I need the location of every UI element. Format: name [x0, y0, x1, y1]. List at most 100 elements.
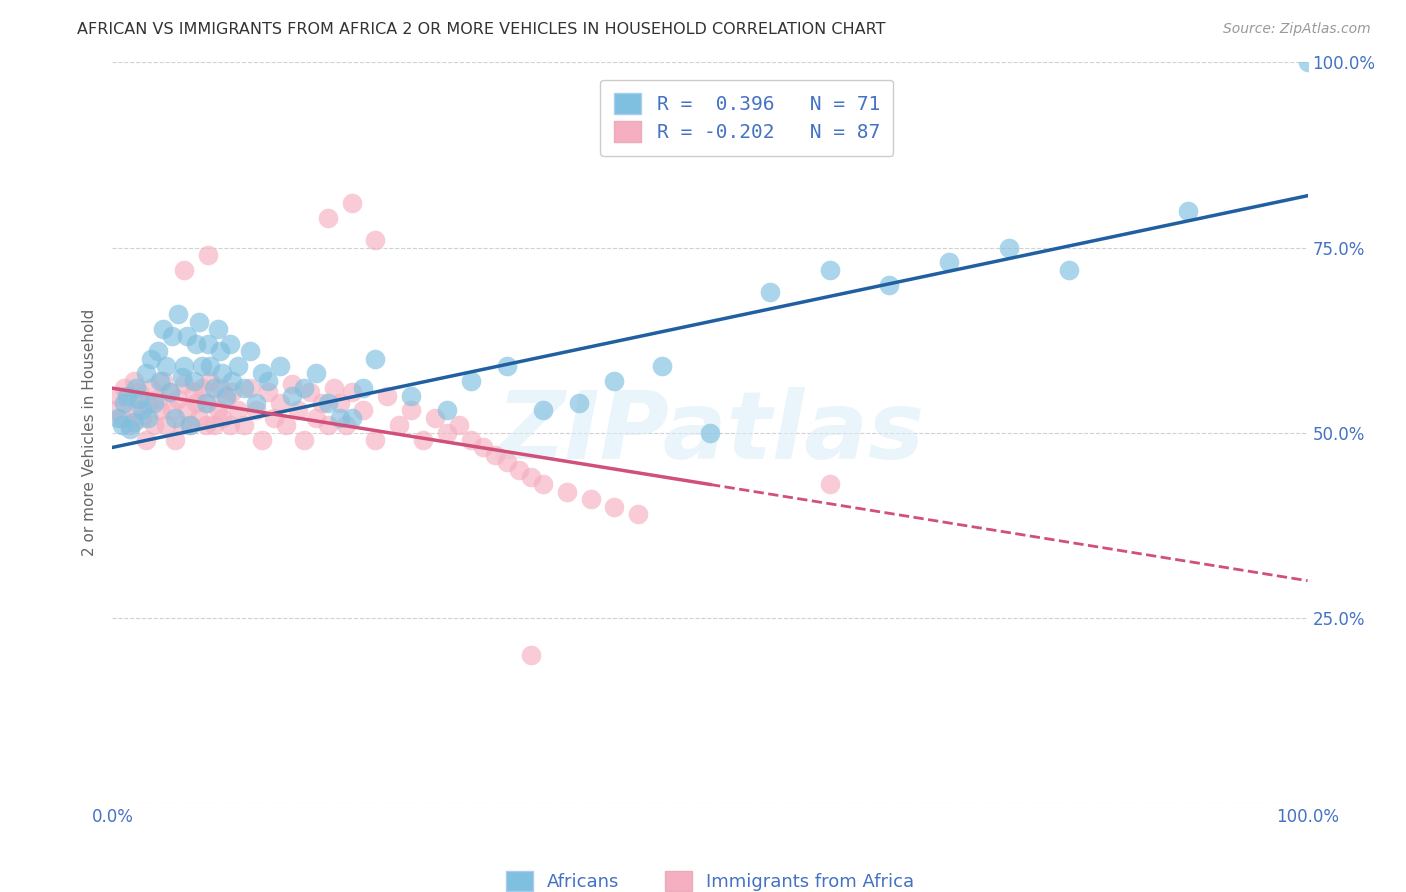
Point	[152, 322, 174, 336]
Point	[183, 374, 205, 388]
Point	[128, 384, 150, 399]
Point	[472, 441, 495, 455]
Point	[364, 351, 387, 366]
Point	[173, 377, 195, 392]
Point	[352, 403, 374, 417]
Text: Source: ZipAtlas.com: Source: ZipAtlas.com	[1223, 22, 1371, 37]
Point	[209, 381, 232, 395]
Point	[281, 388, 304, 402]
Point	[146, 344, 169, 359]
Point	[170, 370, 193, 384]
Point	[207, 322, 229, 336]
Point	[163, 410, 186, 425]
Point	[329, 410, 352, 425]
Point	[120, 418, 142, 433]
Point	[352, 381, 374, 395]
Point	[245, 403, 267, 417]
Point	[340, 410, 363, 425]
Point	[128, 392, 150, 407]
Point	[879, 277, 901, 292]
Point	[818, 262, 841, 277]
Point	[207, 403, 229, 417]
Point	[131, 410, 153, 425]
Point	[287, 403, 309, 417]
Point	[759, 285, 782, 299]
Point	[263, 410, 285, 425]
Point	[226, 359, 249, 373]
Point	[138, 396, 160, 410]
Point	[305, 410, 328, 425]
Point	[364, 233, 387, 247]
Point	[143, 396, 166, 410]
Point	[627, 507, 650, 521]
Point	[200, 359, 222, 373]
Point	[218, 418, 240, 433]
Point	[401, 403, 423, 417]
Point	[176, 403, 198, 417]
Point	[221, 384, 243, 399]
Text: AFRICAN VS IMMIGRANTS FROM AFRICA 2 OR MORE VEHICLES IN HOUSEHOLD CORRELATION CH: AFRICAN VS IMMIGRANTS FROM AFRICA 2 OR M…	[77, 22, 886, 37]
Point	[233, 381, 256, 395]
Point	[202, 381, 225, 395]
Point	[179, 418, 201, 433]
Point	[197, 248, 219, 262]
Point	[194, 396, 217, 410]
Point	[200, 374, 222, 388]
Point	[1296, 55, 1319, 70]
Point	[322, 381, 344, 395]
Point	[152, 374, 174, 388]
Point	[401, 388, 423, 402]
Point	[603, 500, 626, 514]
Point	[170, 418, 193, 433]
Point	[149, 403, 172, 417]
Point	[155, 359, 177, 373]
Point	[111, 410, 134, 425]
Point	[226, 403, 249, 417]
Point	[568, 396, 591, 410]
Point	[292, 433, 315, 447]
Legend: Africans, Immigrants from Africa: Africans, Immigrants from Africa	[499, 863, 921, 892]
Point	[531, 403, 554, 417]
Point	[699, 425, 721, 440]
Point	[335, 418, 357, 433]
Point	[316, 396, 339, 410]
Point	[163, 433, 186, 447]
Point	[496, 455, 519, 469]
Point	[436, 425, 458, 440]
Point	[447, 418, 470, 433]
Point	[508, 462, 530, 476]
Point	[131, 403, 153, 417]
Point	[250, 433, 273, 447]
Point	[114, 396, 135, 410]
Point	[138, 410, 160, 425]
Point	[122, 374, 145, 388]
Point	[364, 433, 387, 447]
Point	[305, 367, 328, 381]
Point	[531, 477, 554, 491]
Point	[245, 396, 267, 410]
Point	[257, 384, 280, 399]
Point	[460, 374, 482, 388]
Point	[107, 388, 129, 402]
Point	[938, 255, 960, 269]
Point	[115, 392, 138, 407]
Point	[211, 367, 233, 381]
Point	[162, 329, 183, 343]
Text: ZIPatlas: ZIPatlas	[496, 386, 924, 479]
Point	[281, 377, 304, 392]
Point	[257, 374, 280, 388]
Point	[221, 374, 243, 388]
Point	[340, 384, 363, 399]
Y-axis label: 2 or more Vehicles in Household: 2 or more Vehicles in Household	[82, 309, 97, 557]
Point	[186, 336, 208, 351]
Point	[115, 388, 138, 402]
Point	[202, 418, 225, 433]
Point	[149, 374, 172, 388]
Point	[579, 492, 602, 507]
Point	[818, 477, 841, 491]
Point	[233, 418, 256, 433]
Point	[603, 374, 626, 388]
Point	[179, 418, 201, 433]
Point	[114, 381, 135, 395]
Point	[167, 307, 190, 321]
